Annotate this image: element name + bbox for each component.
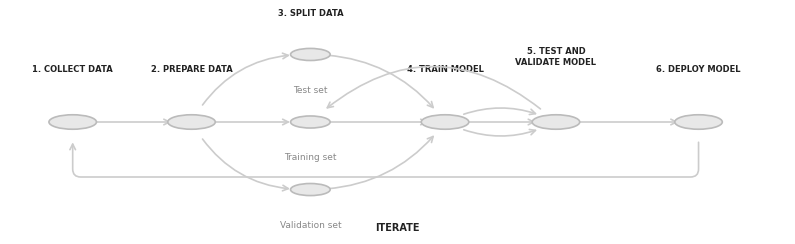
Text: 4. TRAIN MODEL: 4. TRAIN MODEL	[406, 65, 483, 74]
Circle shape	[290, 183, 330, 196]
Text: 1. COLLECT DATA: 1. COLLECT DATA	[33, 65, 113, 74]
Text: 2. PREPARE DATA: 2. PREPARE DATA	[150, 65, 232, 74]
Text: Test set: Test set	[293, 86, 328, 95]
Circle shape	[168, 115, 215, 129]
Circle shape	[532, 115, 580, 129]
Text: ITERATE: ITERATE	[375, 223, 420, 233]
Text: 6. DEPLOY MODEL: 6. DEPLOY MODEL	[657, 65, 741, 74]
Circle shape	[675, 115, 723, 129]
Circle shape	[421, 115, 469, 129]
Text: 5. TEST AND
VALIDATE MODEL: 5. TEST AND VALIDATE MODEL	[515, 47, 596, 67]
Text: Training set: Training set	[284, 153, 336, 162]
Circle shape	[290, 48, 330, 61]
Text: 3. SPLIT DATA: 3. SPLIT DATA	[277, 9, 343, 18]
Circle shape	[49, 115, 96, 129]
Text: Validation set: Validation set	[280, 221, 341, 230]
Circle shape	[290, 116, 330, 128]
